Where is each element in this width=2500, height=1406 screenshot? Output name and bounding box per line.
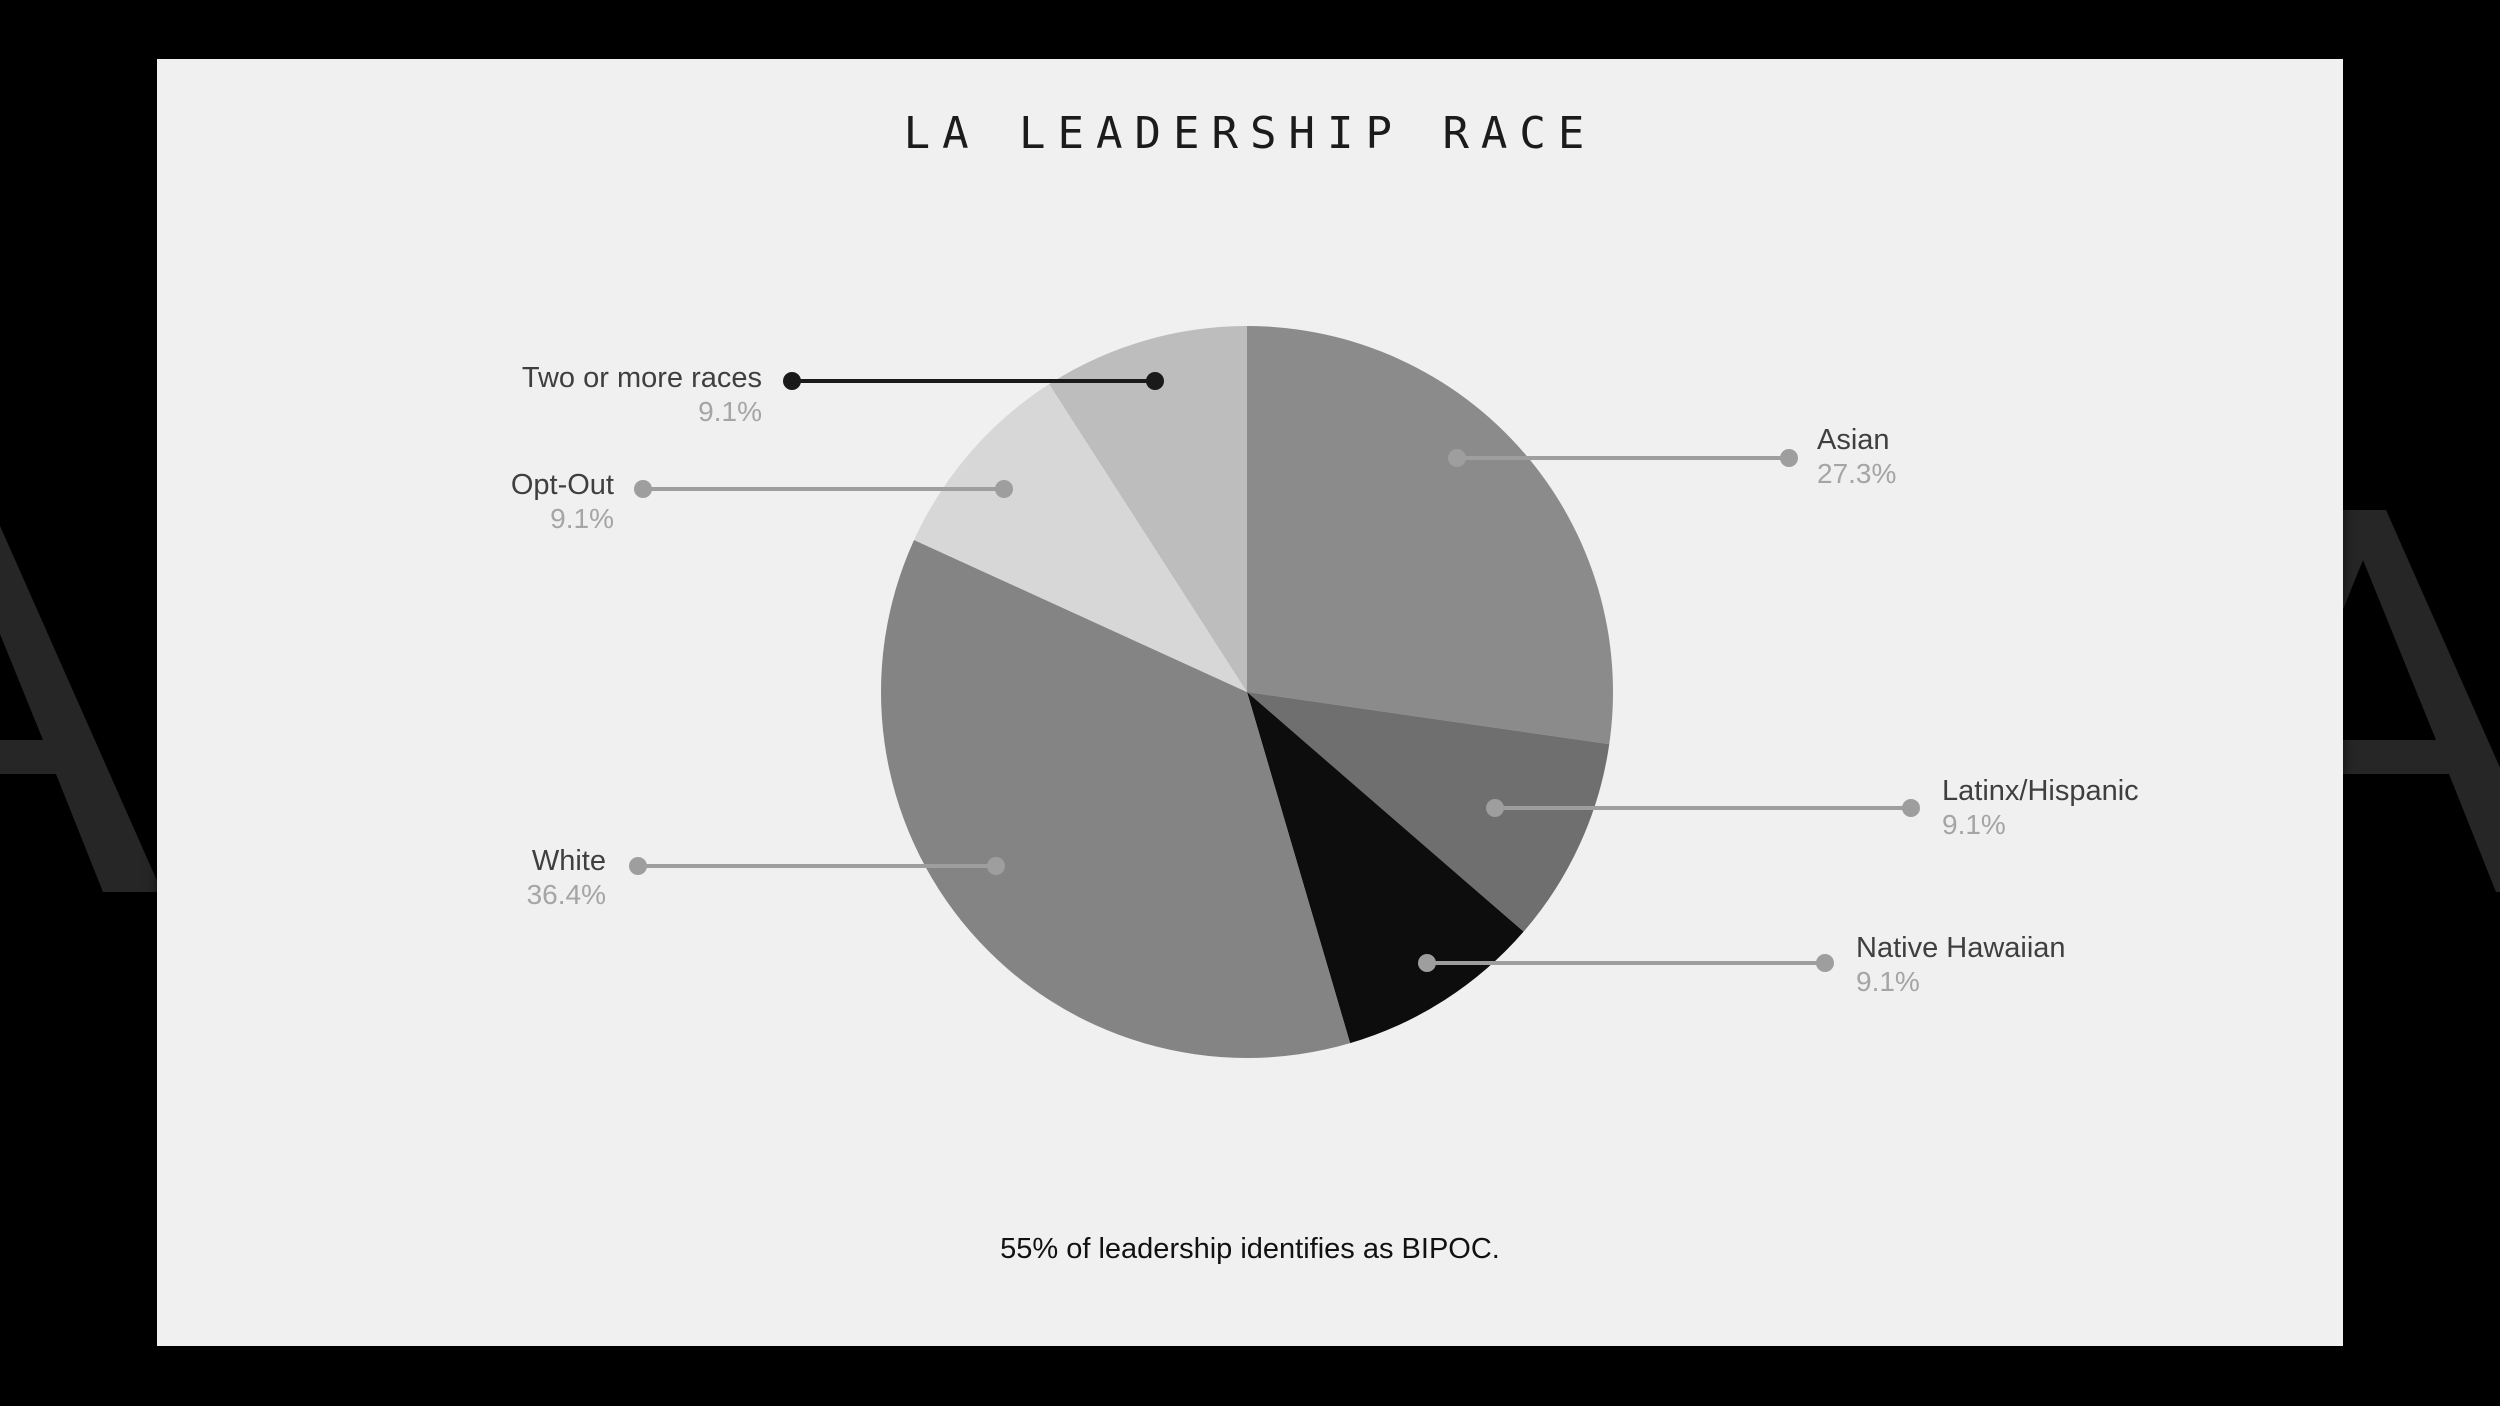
pie-slice-white[interactable] xyxy=(880,539,1351,1058)
callout-two-or-more-races: Two or more races 9.1% xyxy=(522,362,762,428)
callout-opt-out: Opt-Out 9.1% xyxy=(511,469,614,535)
pie-slices xyxy=(880,326,1613,1058)
callout-label: Opt-Out xyxy=(510,469,614,501)
pie-slice-asian[interactable] xyxy=(1247,326,1613,745)
pie-slice-opt-out[interactable] xyxy=(914,384,1247,692)
callout-value: 27.3% xyxy=(1817,458,1897,489)
leader-dot-white xyxy=(629,857,647,875)
chart-annotation: 55% of leadership identifies as BIPOC. xyxy=(1000,1233,1500,1265)
callout-label: White xyxy=(531,845,606,877)
leader-dot-white xyxy=(987,857,1005,875)
callout-value: 9.1% xyxy=(550,503,614,534)
callout-label: Native Hawaiian xyxy=(1856,932,2066,964)
callout-value: 9.1% xyxy=(1942,809,2006,840)
slide-title: LA LEADERSHIP RACE xyxy=(903,108,1597,159)
leader-dot-asian xyxy=(1780,449,1798,467)
callout-leader-lines xyxy=(629,372,1920,972)
leader-dot-latinx-hispanic xyxy=(1486,799,1504,817)
callout-white: White 36.4% xyxy=(527,845,606,911)
leader-dot-opt-out xyxy=(634,480,652,498)
callout-label: Asian xyxy=(1817,424,1890,456)
pie-slice-latinx-hispanic[interactable] xyxy=(1247,692,1610,932)
callout-value: 9.1% xyxy=(1856,966,1920,997)
callout-asian: Asian 27.3% xyxy=(1817,424,1896,490)
pie-slice-native-hawaiian[interactable] xyxy=(1247,692,1524,1044)
leader-dot-two-or-more-races xyxy=(783,372,801,390)
callout-native-hawaiian: Native Hawaiian 9.1% xyxy=(1856,932,2066,998)
callout-label: Two or more races xyxy=(521,362,762,394)
leader-dot-latinx-hispanic xyxy=(1902,799,1920,817)
callout-value: 36.4% xyxy=(526,879,606,910)
pie-slice-two-or-more-races[interactable] xyxy=(1049,326,1247,692)
leader-dot-native-hawaiian xyxy=(1816,954,1834,972)
callout-latinx-hispanic: Latinx/Hispanic 9.1% xyxy=(1942,775,2139,841)
leader-dot-native-hawaiian xyxy=(1418,954,1436,972)
leader-dot-opt-out xyxy=(995,480,1013,498)
callout-value: 9.1% xyxy=(698,396,762,427)
leader-dot-asian xyxy=(1448,449,1466,467)
leader-dot-two-or-more-races xyxy=(1146,372,1164,390)
callout-label: Latinx/Hispanic xyxy=(1942,775,2139,807)
